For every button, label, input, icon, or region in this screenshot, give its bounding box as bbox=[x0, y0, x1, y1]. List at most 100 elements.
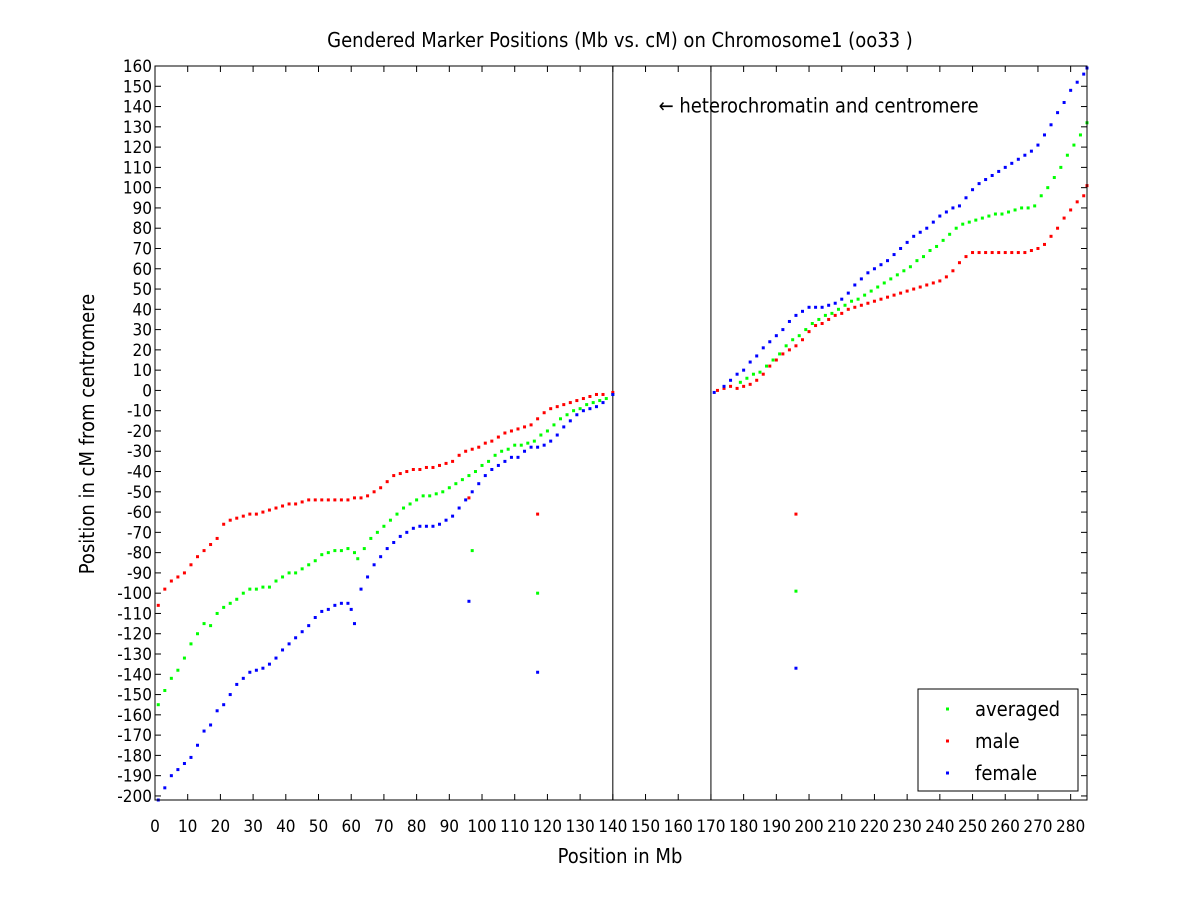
data-point-male bbox=[503, 431, 507, 435]
data-point-female bbox=[990, 173, 994, 177]
data-point-female bbox=[742, 368, 746, 372]
y-tick-label: 10 bbox=[133, 361, 152, 381]
data-point-male bbox=[542, 411, 546, 415]
data-point-averaged bbox=[513, 443, 517, 447]
data-point-averaged bbox=[241, 591, 245, 595]
data-point-female bbox=[444, 518, 448, 522]
series-averaged bbox=[156, 121, 1089, 707]
data-point-female bbox=[182, 762, 186, 766]
data-point-female bbox=[879, 263, 883, 267]
x-tick-label: 210 bbox=[827, 817, 856, 837]
data-point-averaged bbox=[222, 605, 226, 609]
data-point-averaged bbox=[993, 212, 997, 216]
data-point-male bbox=[938, 279, 942, 283]
data-point-male bbox=[1082, 194, 1086, 198]
data-point-averaged bbox=[526, 441, 530, 445]
data-point-female bbox=[820, 305, 824, 309]
data-point-averaged bbox=[176, 668, 180, 672]
series-male bbox=[156, 184, 1089, 607]
data-point-female bbox=[222, 703, 226, 707]
data-point-averaged bbox=[604, 397, 608, 401]
y-tick-label: -70 bbox=[127, 523, 152, 543]
data-point-female bbox=[971, 188, 975, 192]
y-tick-label: -100 bbox=[117, 584, 152, 604]
data-point-averaged bbox=[467, 474, 471, 478]
data-point-female bbox=[294, 636, 298, 640]
data-point-averaged bbox=[794, 589, 798, 593]
data-point-averaged bbox=[836, 307, 840, 311]
y-tick-label: -80 bbox=[127, 544, 152, 564]
data-point-averaged bbox=[856, 297, 860, 301]
plot-frame bbox=[154, 65, 1088, 801]
x-tick-label: 110 bbox=[500, 817, 529, 837]
data-point-averaged bbox=[1000, 212, 1004, 216]
data-point-male bbox=[405, 470, 409, 474]
data-point-male bbox=[477, 445, 481, 449]
data-point-female bbox=[575, 413, 579, 417]
data-point-female bbox=[1029, 149, 1033, 153]
data-point-male bbox=[1016, 251, 1020, 255]
data-point-female bbox=[1069, 88, 1073, 92]
data-point-male bbox=[294, 502, 298, 506]
data-point-male bbox=[840, 311, 844, 315]
y-tick-label: -30 bbox=[127, 442, 152, 462]
data-point-male bbox=[398, 472, 402, 476]
data-point-female bbox=[555, 433, 559, 437]
data-point-averaged bbox=[863, 293, 867, 297]
data-point-averaged bbox=[1072, 143, 1076, 147]
data-point-averaged bbox=[751, 372, 755, 376]
data-point-female bbox=[1075, 80, 1079, 84]
data-point-averaged bbox=[591, 401, 595, 405]
data-point-male bbox=[379, 486, 383, 490]
data-point-female bbox=[984, 178, 988, 182]
data-point-male bbox=[451, 459, 455, 463]
data-point-averaged bbox=[209, 624, 213, 628]
legend-marker-male bbox=[946, 739, 949, 743]
data-point-female bbox=[1056, 111, 1060, 115]
data-point-averaged bbox=[1007, 210, 1011, 214]
y-tick-label: 0 bbox=[142, 381, 152, 401]
data-point-averaged bbox=[369, 536, 373, 540]
data-point-male bbox=[912, 287, 916, 291]
data-point-male bbox=[715, 388, 719, 392]
data-point-female bbox=[761, 346, 765, 350]
data-point-male bbox=[594, 392, 598, 396]
data-point-averaged bbox=[876, 285, 880, 289]
x-tick-label: 130 bbox=[566, 817, 595, 837]
data-point-female bbox=[872, 267, 876, 271]
legend-box bbox=[917, 688, 1079, 792]
y-tick-label: -60 bbox=[127, 503, 152, 523]
data-point-male bbox=[418, 467, 422, 471]
data-point-female bbox=[807, 305, 811, 309]
data-point-averaged bbox=[738, 380, 742, 384]
plot-area: 1601501401301201101009080706050403020100… bbox=[117, 57, 1089, 837]
data-point-female bbox=[781, 328, 785, 332]
data-point-male bbox=[827, 317, 831, 321]
data-point-averaged bbox=[791, 338, 795, 342]
data-point-averaged bbox=[810, 322, 814, 326]
data-point-female bbox=[470, 490, 474, 494]
y-tick-label: 70 bbox=[133, 239, 152, 259]
data-point-male bbox=[444, 461, 448, 465]
data-point-female bbox=[411, 526, 415, 530]
data-point-male bbox=[457, 453, 461, 457]
data-point-male bbox=[581, 397, 585, 401]
data-point-averaged bbox=[287, 571, 291, 575]
data-point-male bbox=[529, 423, 533, 427]
data-point-female bbox=[313, 616, 317, 620]
data-point-female bbox=[274, 656, 278, 660]
y-tick-label: -40 bbox=[127, 463, 152, 483]
data-point-male bbox=[568, 401, 572, 405]
y-tick-label: -180 bbox=[117, 746, 152, 766]
data-point-female bbox=[768, 340, 772, 344]
data-point-averaged bbox=[765, 364, 769, 368]
data-point-male bbox=[742, 384, 746, 388]
data-point-female bbox=[1023, 153, 1027, 157]
data-point-female bbox=[1049, 123, 1053, 127]
data-point-female bbox=[755, 354, 759, 358]
data-point-male bbox=[997, 251, 1001, 255]
data-point-female bbox=[997, 169, 1001, 173]
data-point-female bbox=[346, 601, 350, 605]
data-point-male bbox=[735, 386, 739, 390]
y-tick-label: -20 bbox=[127, 422, 152, 442]
